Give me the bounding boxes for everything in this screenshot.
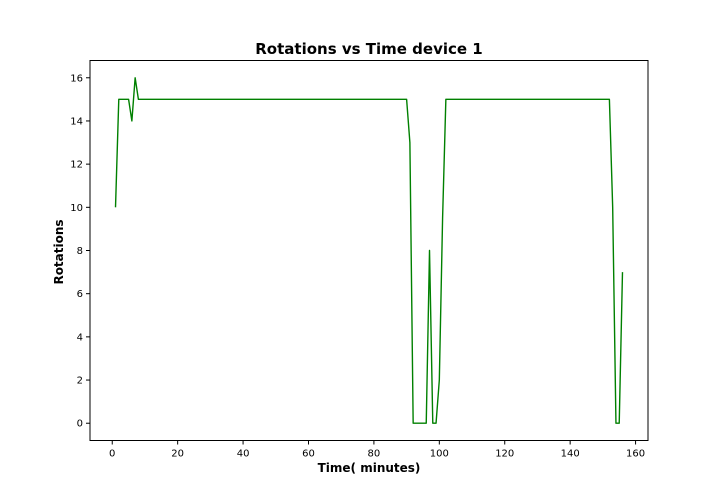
x-tick-label: 40 <box>237 449 250 460</box>
x-tick-label: 60 <box>302 449 315 460</box>
y-tick-label: 16 <box>70 73 83 84</box>
series-line <box>114 77 624 424</box>
chart-title: Rotations vs Time device 1 <box>255 40 482 58</box>
x-tick-label: 140 <box>561 449 580 460</box>
x-tick-label: 80 <box>368 449 381 460</box>
x-tick-label: 120 <box>495 449 514 460</box>
y-axis-label: Rotations <box>52 219 66 284</box>
y-tick-label: 12 <box>70 160 83 171</box>
y-tick-label: 0 <box>77 419 83 430</box>
x-tick-label: 0 <box>109 449 115 460</box>
plot-frame <box>89 60 649 441</box>
x-axis: 0 20 40 60 80 100 120 140 160 <box>109 440 645 460</box>
y-tick-label: 4 <box>77 332 83 343</box>
x-tick-label: 100 <box>430 449 449 460</box>
x-tick-label: 20 <box>171 449 184 460</box>
x-tick-label: 160 <box>626 449 645 460</box>
y-tick-label: 6 <box>77 289 83 300</box>
y-tick-label: 10 <box>70 203 83 214</box>
y-tick-label: 8 <box>77 246 83 257</box>
y-tick-label: 2 <box>77 376 83 387</box>
x-axis-label: Time( minutes) <box>318 461 421 475</box>
y-axis: 0 2 4 6 8 10 12 14 16 <box>70 73 90 430</box>
y-tick-label: 14 <box>70 116 83 127</box>
